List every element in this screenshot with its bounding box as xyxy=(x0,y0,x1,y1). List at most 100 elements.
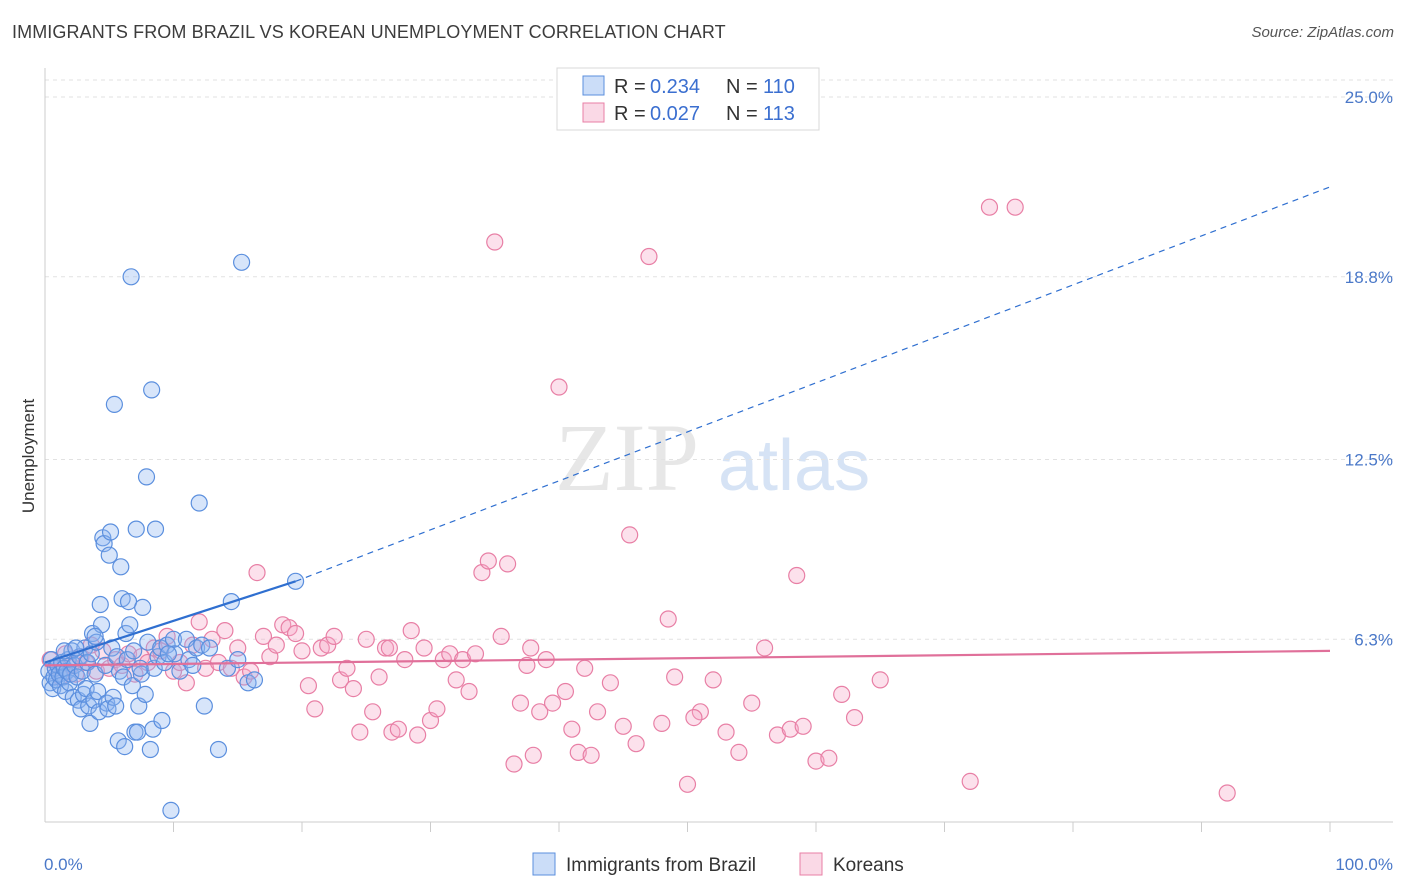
legend-n-value-pink: 113 xyxy=(763,103,795,125)
blue-point-51 xyxy=(108,698,124,714)
blue-point-72 xyxy=(137,686,153,702)
pink-point-49 xyxy=(345,681,361,697)
legend-swatch-blue xyxy=(583,76,604,95)
pink-point-101 xyxy=(757,640,773,656)
trend-line-blue-dashed xyxy=(296,187,1330,581)
pink-point-65 xyxy=(448,672,464,688)
pink-point-50 xyxy=(352,724,368,740)
pink-point-82 xyxy=(557,684,573,700)
pink-point-43 xyxy=(307,701,323,717)
blue-point-67 xyxy=(128,521,144,537)
blue-point-50 xyxy=(106,396,122,412)
blue-point-39 xyxy=(92,597,108,613)
pink-point-57 xyxy=(397,652,413,668)
pink-point-95 xyxy=(680,776,696,792)
pink-point-25 xyxy=(191,614,207,630)
stats-legend: R = 0.234 N = 110 R = 0.027 N = 113 xyxy=(557,68,819,130)
blue-point-82 xyxy=(154,713,170,729)
pink-point-89 xyxy=(615,718,631,734)
pink-point-112 xyxy=(981,199,997,215)
pink-point-115 xyxy=(622,527,638,543)
pink-point-104 xyxy=(789,568,805,584)
pink-point-46 xyxy=(326,628,342,644)
blue-point-62 xyxy=(122,617,138,633)
blue-point-55 xyxy=(113,559,129,575)
pink-point-40 xyxy=(288,626,304,642)
pink-point-74 xyxy=(506,756,522,772)
blue-point-93 xyxy=(191,495,207,511)
blue-point-101 xyxy=(234,254,250,270)
pink-point-51 xyxy=(358,631,374,647)
pink-point-111 xyxy=(962,773,978,789)
pink-point-59 xyxy=(410,727,426,743)
pink-point-70 xyxy=(480,553,496,569)
pink-point-60 xyxy=(416,640,432,656)
y-axis-label: Unemployment xyxy=(19,399,38,514)
pink-point-75 xyxy=(512,695,528,711)
blue-point-79 xyxy=(148,521,164,537)
pink-point-58 xyxy=(403,623,419,639)
pink-point-114 xyxy=(1219,785,1235,801)
blue-point-97 xyxy=(210,742,226,758)
pink-point-85 xyxy=(577,660,593,676)
blue-point-65 xyxy=(126,643,142,659)
pink-point-110 xyxy=(872,672,888,688)
pink-point-53 xyxy=(371,669,387,685)
blue-point-108 xyxy=(132,660,148,676)
legend-r-label-blue: R = xyxy=(614,76,646,98)
x-tick-label-end: 100.0% xyxy=(1335,855,1393,874)
legend-n-label-pink: N = xyxy=(726,103,758,125)
blue-point-76 xyxy=(144,382,160,398)
scatter-chart: ZIP atlas Unemployment 6.3%12.5%18.8%25.… xyxy=(0,0,1406,892)
pink-point-113 xyxy=(1007,199,1023,215)
pink-point-72 xyxy=(493,628,509,644)
pink-point-93 xyxy=(660,611,676,627)
pink-point-67 xyxy=(461,684,477,700)
y-tick-label-2: 18.8% xyxy=(1345,268,1393,287)
legend-r-value-pink: 0.027 xyxy=(650,103,700,125)
pink-point-97 xyxy=(705,672,721,688)
pink-point-117 xyxy=(686,710,702,726)
watermark: ZIP atlas xyxy=(555,404,870,511)
bottom-legend-swatch-pink xyxy=(800,853,822,875)
pink-point-56 xyxy=(390,721,406,737)
pink-point-87 xyxy=(590,704,606,720)
pink-point-105 xyxy=(795,718,811,734)
watermark-atlas: atlas xyxy=(718,426,870,506)
pink-point-100 xyxy=(744,695,760,711)
pink-point-29 xyxy=(217,623,233,639)
pink-point-108 xyxy=(834,686,850,702)
blue-point-107 xyxy=(87,628,103,644)
pink-point-41 xyxy=(294,643,310,659)
legend-r-label-pink: R = xyxy=(614,103,646,125)
pink-point-80 xyxy=(545,695,561,711)
legend-n-value-blue: 110 xyxy=(763,76,795,98)
y-tick-label-3: 25.0% xyxy=(1345,88,1393,107)
legend-n-label-blue: N = xyxy=(726,76,758,98)
blue-point-58 xyxy=(117,739,133,755)
blue-point-68 xyxy=(130,724,146,740)
grid-lines xyxy=(45,80,1393,639)
blue-point-75 xyxy=(142,742,158,758)
pink-point-92 xyxy=(654,715,670,731)
pink-point-71 xyxy=(487,234,503,250)
blue-point-71 xyxy=(135,599,151,615)
blue-point-47 xyxy=(103,524,119,540)
pink-point-99 xyxy=(731,744,747,760)
bottom-legend-label-pink: Koreans xyxy=(833,855,904,876)
blue-point-103 xyxy=(246,672,262,688)
pink-point-94 xyxy=(667,669,683,685)
pink-point-42 xyxy=(300,678,316,694)
pink-point-90 xyxy=(628,736,644,752)
pink-point-109 xyxy=(847,710,863,726)
pink-point-83 xyxy=(564,721,580,737)
pink-point-81 xyxy=(551,379,567,395)
bottom-legend-label-blue: Immigrants from Brazil xyxy=(566,855,756,876)
pink-point-86 xyxy=(583,747,599,763)
pink-point-62 xyxy=(429,701,445,717)
x-tick-label-start: 0.0% xyxy=(44,855,83,874)
pink-point-116 xyxy=(381,640,397,656)
pink-point-88 xyxy=(602,675,618,691)
legend-r-value-blue: 0.234 xyxy=(650,76,700,98)
pink-point-98 xyxy=(718,724,734,740)
